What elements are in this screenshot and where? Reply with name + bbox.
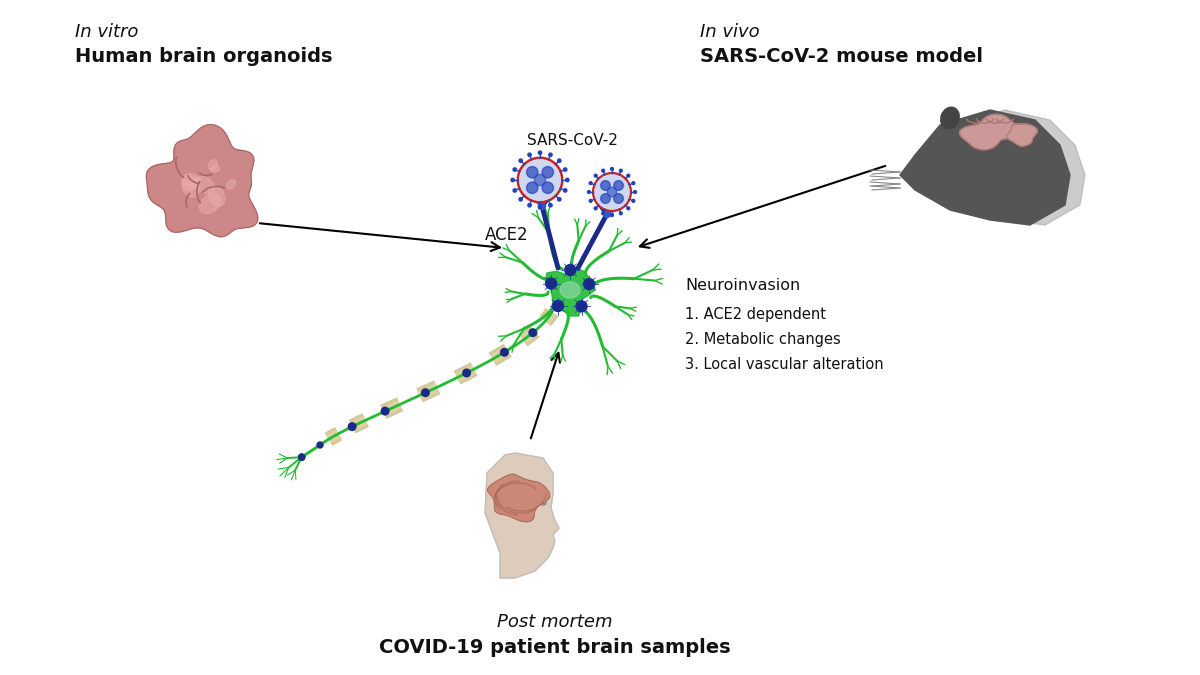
Circle shape: [421, 389, 430, 396]
Ellipse shape: [191, 178, 202, 188]
Circle shape: [589, 199, 592, 202]
Ellipse shape: [182, 176, 199, 197]
Ellipse shape: [540, 501, 546, 505]
Circle shape: [518, 158, 562, 202]
Circle shape: [632, 182, 635, 184]
Circle shape: [619, 169, 623, 172]
Circle shape: [588, 190, 590, 194]
Circle shape: [576, 301, 587, 312]
Text: SARS-CoV-2 mouse model: SARS-CoV-2 mouse model: [700, 47, 983, 66]
Circle shape: [527, 182, 538, 194]
Circle shape: [539, 151, 541, 155]
Circle shape: [528, 204, 532, 207]
Text: Neuroinvasion: Neuroinvasion: [685, 278, 800, 293]
Circle shape: [546, 278, 557, 289]
Circle shape: [299, 454, 305, 460]
Circle shape: [583, 279, 595, 290]
Ellipse shape: [941, 107, 959, 129]
Ellipse shape: [211, 166, 220, 172]
Circle shape: [589, 182, 592, 184]
Circle shape: [520, 159, 522, 163]
Polygon shape: [900, 110, 1070, 225]
Text: 1. ACE2 dependent: 1. ACE2 dependent: [685, 307, 826, 322]
Circle shape: [619, 212, 623, 215]
Circle shape: [632, 199, 635, 202]
Circle shape: [539, 206, 541, 209]
Polygon shape: [485, 453, 559, 578]
Circle shape: [613, 194, 623, 203]
Circle shape: [604, 211, 611, 217]
Circle shape: [542, 182, 553, 194]
Circle shape: [552, 300, 564, 311]
Text: Post mortem: Post mortem: [497, 613, 613, 631]
Ellipse shape: [209, 186, 224, 206]
Circle shape: [348, 423, 356, 431]
Polygon shape: [960, 114, 1020, 150]
Text: ACE2: ACE2: [485, 226, 529, 244]
Text: In vivo: In vivo: [700, 23, 760, 41]
Circle shape: [601, 194, 611, 203]
Text: 2. Metabolic changes: 2. Metabolic changes: [685, 332, 841, 347]
Circle shape: [607, 187, 617, 197]
Circle shape: [520, 198, 522, 201]
Polygon shape: [916, 110, 1085, 225]
Text: COVID-19 patient brain samples: COVID-19 patient brain samples: [379, 638, 731, 657]
Text: In vitro: In vitro: [74, 23, 138, 41]
Circle shape: [565, 178, 569, 182]
Circle shape: [548, 204, 552, 207]
Circle shape: [527, 167, 538, 178]
Circle shape: [626, 207, 630, 210]
Circle shape: [595, 175, 629, 209]
Circle shape: [514, 189, 516, 192]
Circle shape: [564, 168, 566, 171]
Ellipse shape: [209, 159, 217, 170]
Circle shape: [511, 178, 515, 182]
Circle shape: [601, 181, 611, 190]
Circle shape: [626, 174, 630, 177]
Circle shape: [611, 214, 613, 217]
Circle shape: [611, 167, 613, 170]
Ellipse shape: [199, 194, 221, 213]
Circle shape: [528, 153, 532, 157]
Polygon shape: [546, 269, 595, 316]
Circle shape: [613, 181, 623, 190]
Text: Human brain organoids: Human brain organoids: [74, 47, 332, 66]
Circle shape: [558, 198, 560, 201]
Circle shape: [299, 454, 305, 460]
Circle shape: [634, 190, 636, 194]
Text: 3. Local vascular alteration: 3. Local vascular alteration: [685, 357, 883, 372]
Polygon shape: [487, 475, 550, 522]
Circle shape: [520, 160, 560, 200]
Polygon shape: [1007, 124, 1037, 146]
Ellipse shape: [560, 282, 580, 298]
Circle shape: [594, 207, 598, 210]
Circle shape: [593, 173, 631, 211]
Circle shape: [564, 189, 566, 192]
Text: SARS-CoV-2: SARS-CoV-2: [527, 133, 618, 148]
Circle shape: [558, 159, 560, 163]
Circle shape: [594, 174, 598, 177]
Circle shape: [601, 169, 605, 172]
Circle shape: [534, 174, 546, 186]
Circle shape: [299, 454, 305, 460]
Circle shape: [529, 329, 536, 336]
Circle shape: [382, 407, 389, 415]
Circle shape: [548, 153, 552, 157]
Circle shape: [514, 168, 516, 171]
Circle shape: [601, 212, 605, 215]
Circle shape: [500, 348, 509, 356]
Ellipse shape: [227, 180, 235, 189]
Circle shape: [539, 202, 546, 209]
Circle shape: [463, 369, 470, 377]
Ellipse shape: [196, 176, 215, 194]
Circle shape: [565, 265, 576, 275]
Ellipse shape: [184, 182, 196, 190]
Ellipse shape: [181, 173, 199, 186]
Circle shape: [317, 442, 323, 448]
Polygon shape: [146, 125, 258, 237]
Circle shape: [542, 167, 553, 178]
